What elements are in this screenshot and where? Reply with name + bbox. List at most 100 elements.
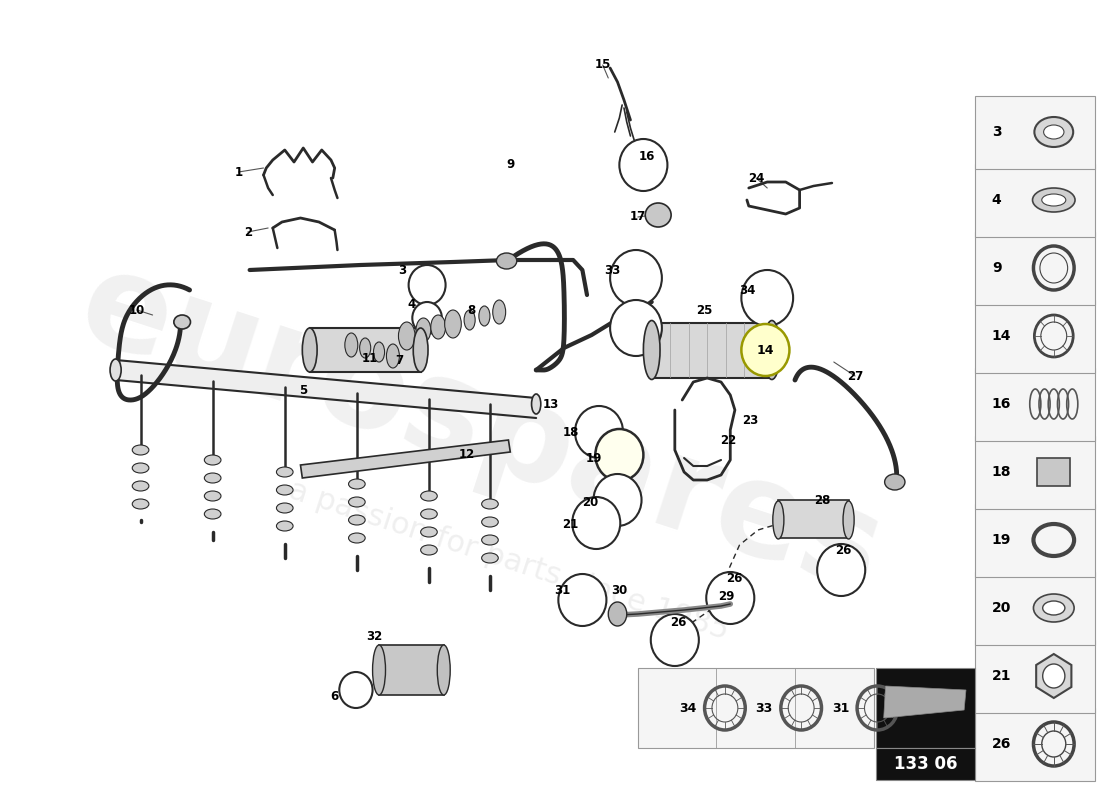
Circle shape <box>559 574 606 626</box>
Text: 3: 3 <box>398 263 406 277</box>
Text: 33: 33 <box>604 263 620 277</box>
Bar <box>976 231 1096 305</box>
Ellipse shape <box>132 445 148 455</box>
Bar <box>310 328 420 372</box>
Ellipse shape <box>276 521 293 531</box>
Text: eurospares: eurospares <box>64 241 898 619</box>
Ellipse shape <box>414 328 428 372</box>
Ellipse shape <box>608 602 627 626</box>
Text: 24: 24 <box>748 171 764 185</box>
Bar <box>976 435 1096 509</box>
Text: 16: 16 <box>992 397 1011 411</box>
Text: 33: 33 <box>756 702 773 714</box>
Text: 11: 11 <box>362 351 378 365</box>
Text: 25: 25 <box>696 303 713 317</box>
Text: 5: 5 <box>299 383 307 397</box>
Circle shape <box>741 270 793 326</box>
Ellipse shape <box>205 491 221 501</box>
Ellipse shape <box>884 474 905 490</box>
Ellipse shape <box>763 321 780 379</box>
Ellipse shape <box>531 394 541 414</box>
Polygon shape <box>1036 654 1071 698</box>
Ellipse shape <box>420 545 438 555</box>
Bar <box>976 503 1096 577</box>
Bar <box>976 639 1096 713</box>
Text: 23: 23 <box>742 414 759 426</box>
Ellipse shape <box>349 533 365 543</box>
Text: 34: 34 <box>739 283 755 297</box>
Text: 22: 22 <box>720 434 737 446</box>
Circle shape <box>339 672 373 708</box>
Circle shape <box>610 250 662 306</box>
Bar <box>877 668 976 748</box>
Ellipse shape <box>344 333 358 357</box>
Ellipse shape <box>373 645 385 695</box>
Text: 19: 19 <box>992 533 1011 547</box>
Circle shape <box>619 139 668 191</box>
Ellipse shape <box>1033 594 1074 622</box>
Bar <box>1037 458 1070 486</box>
Ellipse shape <box>349 515 365 525</box>
Text: 4: 4 <box>407 298 416 311</box>
Bar <box>976 163 1096 237</box>
Ellipse shape <box>132 499 148 509</box>
Text: 14: 14 <box>757 343 774 357</box>
Ellipse shape <box>1034 117 1074 147</box>
Ellipse shape <box>1033 188 1075 212</box>
Text: 15: 15 <box>594 58 610 71</box>
Text: 26: 26 <box>835 543 851 557</box>
Text: 29: 29 <box>718 590 735 602</box>
Circle shape <box>817 544 866 596</box>
Text: 12: 12 <box>459 449 475 462</box>
Text: 20: 20 <box>582 495 598 509</box>
Text: 20: 20 <box>992 601 1011 615</box>
Ellipse shape <box>478 306 490 326</box>
Polygon shape <box>300 440 510 478</box>
Ellipse shape <box>205 455 221 465</box>
Text: 26: 26 <box>992 737 1011 751</box>
Ellipse shape <box>420 509 438 519</box>
Text: 30: 30 <box>612 583 627 597</box>
Circle shape <box>594 474 641 526</box>
Ellipse shape <box>416 318 431 342</box>
Ellipse shape <box>174 315 190 329</box>
Text: 6: 6 <box>330 690 339 702</box>
Circle shape <box>575 406 623 458</box>
Bar <box>976 299 1096 373</box>
Circle shape <box>706 572 755 624</box>
Text: 19: 19 <box>585 451 602 465</box>
Text: 4: 4 <box>992 193 1002 207</box>
Text: 26: 26 <box>670 615 686 629</box>
Bar <box>976 367 1096 441</box>
Circle shape <box>595 429 644 481</box>
Ellipse shape <box>386 344 399 368</box>
Ellipse shape <box>276 485 293 495</box>
Ellipse shape <box>843 501 854 539</box>
Ellipse shape <box>420 491 438 501</box>
Text: 28: 28 <box>814 494 830 506</box>
Ellipse shape <box>431 315 446 339</box>
Ellipse shape <box>360 338 371 358</box>
Bar <box>976 95 1096 169</box>
Text: 18: 18 <box>992 465 1011 479</box>
Ellipse shape <box>482 499 498 509</box>
Ellipse shape <box>276 467 293 477</box>
Ellipse shape <box>482 535 498 545</box>
Circle shape <box>408 265 446 305</box>
Circle shape <box>572 497 620 549</box>
Text: 3: 3 <box>992 125 1001 139</box>
Text: 13: 13 <box>542 398 559 411</box>
Text: 26: 26 <box>726 571 742 585</box>
Text: a passion for parts since 1985: a passion for parts since 1985 <box>285 475 733 645</box>
Text: 27: 27 <box>847 370 864 382</box>
Text: 7: 7 <box>395 354 404 366</box>
Ellipse shape <box>1043 601 1065 615</box>
Circle shape <box>412 302 442 334</box>
Ellipse shape <box>1042 194 1066 206</box>
Ellipse shape <box>773 501 784 539</box>
Text: 21: 21 <box>992 669 1011 683</box>
Circle shape <box>651 614 698 666</box>
Bar <box>638 668 873 748</box>
Text: 133 06: 133 06 <box>894 755 957 773</box>
Ellipse shape <box>493 300 506 324</box>
